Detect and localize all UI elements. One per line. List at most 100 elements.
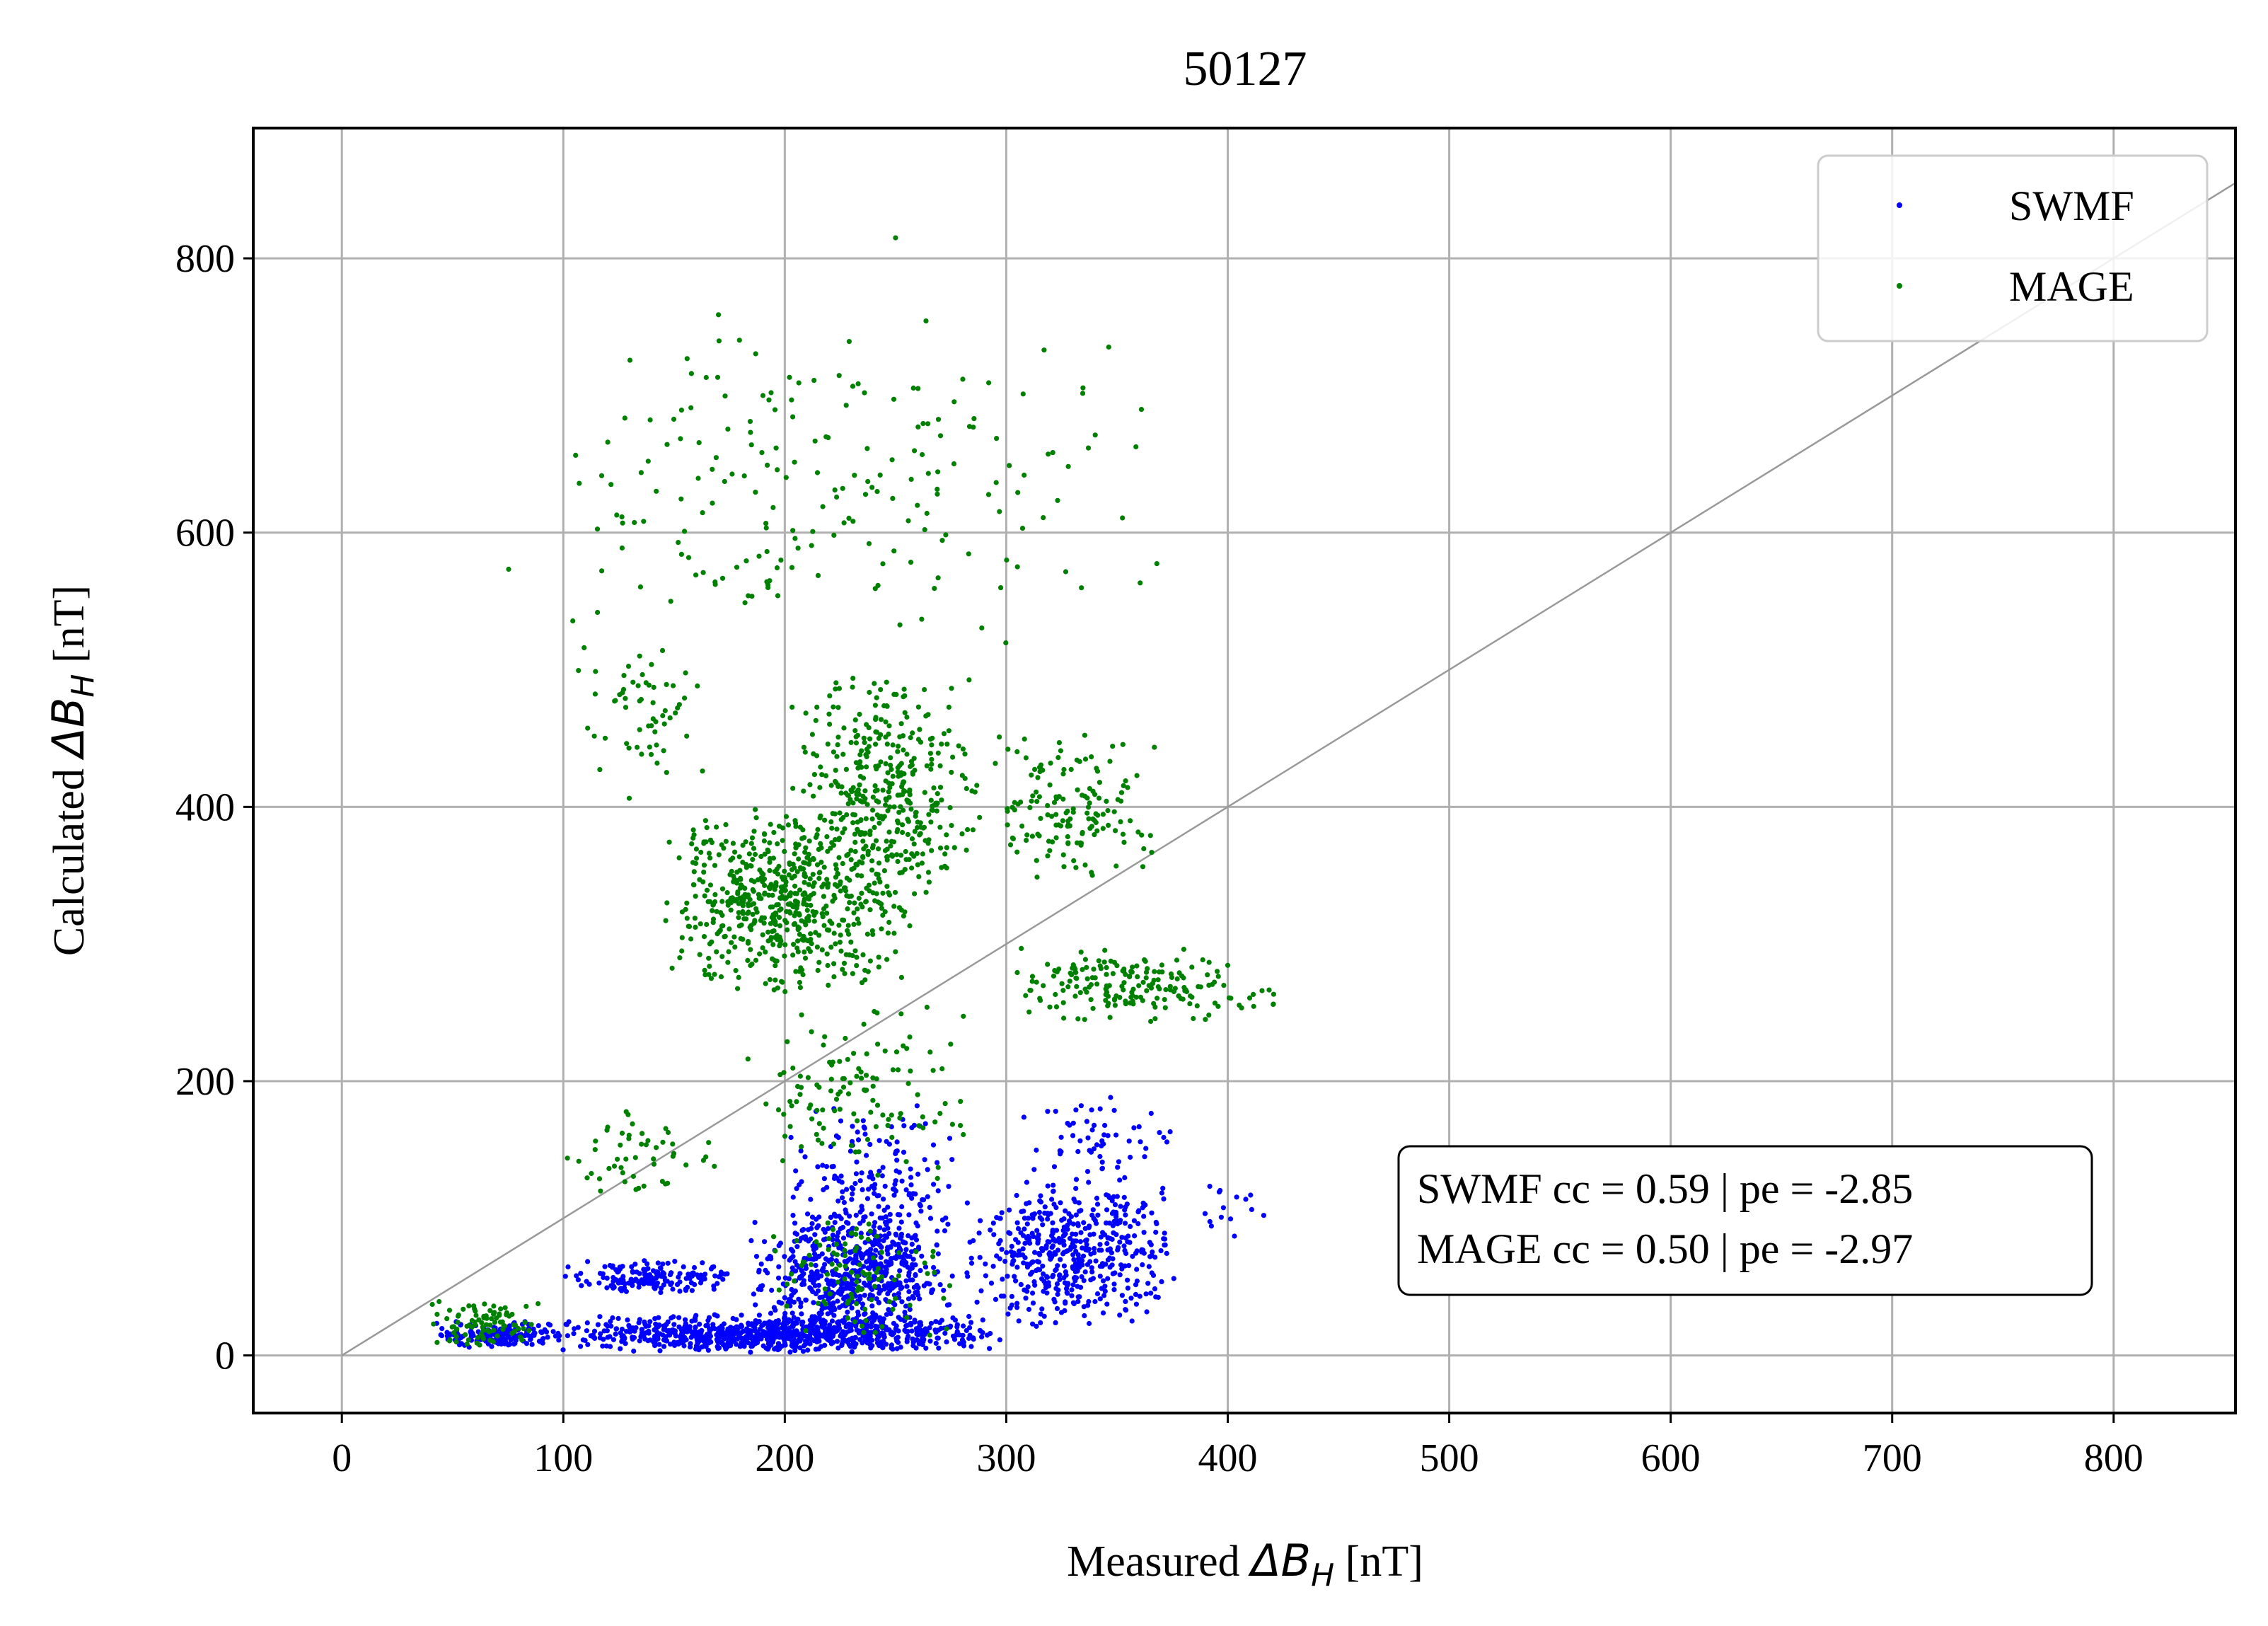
data-point <box>658 1290 664 1296</box>
data-point <box>1023 993 1029 998</box>
data-point <box>898 1286 903 1291</box>
data-point <box>660 1261 666 1267</box>
data-point <box>744 865 749 870</box>
data-point <box>1015 1240 1021 1245</box>
data-point <box>776 1287 782 1293</box>
data-point <box>847 1148 853 1154</box>
data-point <box>993 480 999 485</box>
data-point <box>494 1333 500 1339</box>
data-point <box>725 1327 731 1333</box>
data-point <box>877 1317 883 1323</box>
data-point <box>851 921 857 927</box>
data-point <box>719 899 725 904</box>
data-point <box>821 923 827 928</box>
data-point <box>827 1334 833 1340</box>
data-point <box>803 1265 809 1272</box>
data-point <box>1061 1015 1067 1021</box>
data-point <box>1086 1298 1092 1305</box>
data-point <box>884 679 889 685</box>
data-point <box>949 1273 955 1279</box>
data-point <box>903 848 908 855</box>
data-point <box>819 911 825 916</box>
data-point <box>852 473 857 478</box>
data-point <box>1133 1301 1139 1307</box>
data-point <box>816 1337 821 1342</box>
data-point <box>790 528 796 534</box>
data-point <box>785 1281 790 1287</box>
data-point <box>1077 759 1082 764</box>
data-point <box>466 1303 472 1309</box>
data-point <box>1134 1267 1140 1272</box>
data-point <box>939 742 944 747</box>
data-point <box>1092 1298 1098 1305</box>
data-point <box>898 1235 903 1241</box>
data-point <box>724 890 730 896</box>
data-point <box>1095 812 1101 818</box>
data-point <box>793 1168 799 1174</box>
data-point <box>838 790 844 796</box>
data-point <box>909 1125 915 1131</box>
data-point <box>923 889 929 895</box>
data-point <box>1059 981 1065 986</box>
data-point <box>887 1211 893 1217</box>
data-point <box>808 931 814 937</box>
data-point <box>929 742 935 748</box>
data-point <box>863 1073 869 1078</box>
data-point <box>1053 1320 1058 1325</box>
data-point <box>845 1339 850 1345</box>
data-point <box>789 1330 794 1335</box>
data-point <box>1145 1281 1151 1286</box>
data-point <box>1113 1214 1119 1220</box>
data-point <box>1069 1287 1075 1293</box>
data-point <box>661 1323 666 1329</box>
data-point <box>656 1315 661 1320</box>
data-point <box>966 1313 972 1320</box>
data-point <box>651 684 656 691</box>
data-point <box>1060 796 1066 802</box>
data-point <box>828 945 834 950</box>
data-point <box>797 1337 802 1342</box>
data-point <box>823 434 829 439</box>
data-point <box>455 1320 461 1325</box>
data-point <box>810 1280 816 1286</box>
data-point <box>799 1320 804 1325</box>
data-point <box>1149 1210 1155 1216</box>
data-point <box>1027 1240 1033 1246</box>
data-point <box>848 848 854 853</box>
data-point <box>920 421 926 427</box>
data-point <box>638 470 644 475</box>
data-point <box>684 900 690 906</box>
data-point <box>1022 736 1027 742</box>
data-point <box>1036 1209 1042 1215</box>
data-point <box>910 1295 916 1301</box>
data-point <box>799 1144 804 1150</box>
data-point <box>1012 807 1017 813</box>
data-point <box>1084 795 1090 801</box>
data-point <box>751 846 757 851</box>
data-point <box>920 1114 925 1120</box>
data-point <box>1036 1250 1041 1257</box>
data-point <box>1007 1207 1012 1213</box>
data-point <box>859 873 864 879</box>
x-tick-label: 100 <box>533 1436 593 1480</box>
data-point <box>932 1327 938 1333</box>
data-point <box>827 1059 833 1065</box>
data-point <box>1149 1270 1155 1276</box>
data-point <box>830 899 835 904</box>
data-point <box>837 810 843 816</box>
data-point <box>474 1340 480 1346</box>
data-point <box>614 512 620 518</box>
data-point <box>623 1288 630 1294</box>
data-point <box>922 1157 927 1163</box>
data-point <box>710 1264 715 1270</box>
data-point <box>770 504 776 510</box>
data-point <box>792 913 797 918</box>
data-point <box>901 1149 907 1155</box>
data-point <box>1051 1296 1057 1302</box>
data-point <box>688 371 695 376</box>
data-point <box>827 693 833 699</box>
data-point <box>681 1343 687 1349</box>
data-point <box>1084 1169 1091 1175</box>
grid <box>253 128 2235 1413</box>
data-point <box>683 670 688 676</box>
